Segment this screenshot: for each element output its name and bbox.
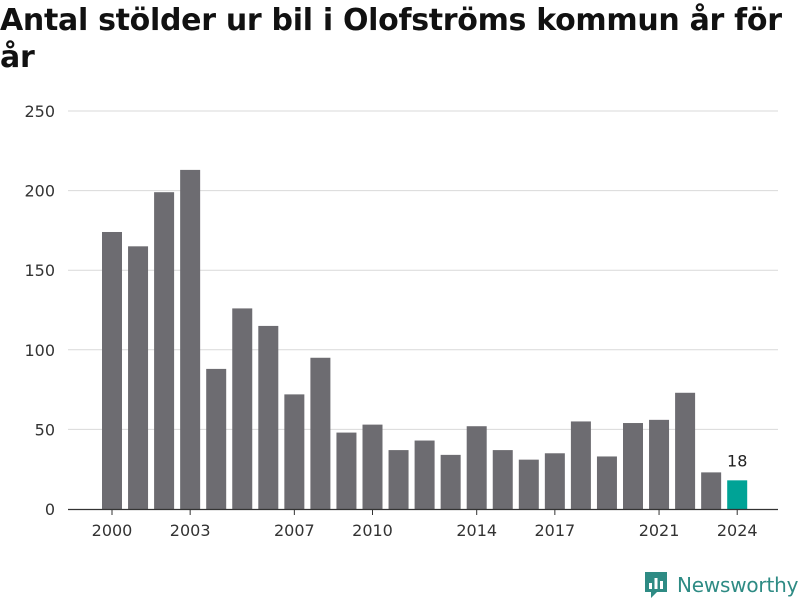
bars: [102, 169, 748, 510]
x-tick-label: 2021: [639, 521, 680, 540]
y-tick-label: 100: [24, 341, 55, 360]
bar-2012: [414, 440, 435, 509]
bar-2015: [492, 450, 513, 509]
x-tick-label: 2024: [717, 521, 758, 540]
data-label-2024: 18: [727, 451, 747, 470]
bar-2013: [440, 454, 461, 509]
bar-2014: [466, 426, 487, 509]
bar-2001: [128, 246, 149, 509]
bar-2002: [154, 192, 175, 509]
bar-2008: [310, 357, 331, 509]
bar-2006: [258, 325, 279, 509]
chart-title: Antal stölder ur bil i Olofströms kommun…: [0, 3, 782, 75]
x-tick-label: 2003: [170, 521, 211, 540]
data-labels: 18: [727, 451, 747, 470]
bar-2019: [596, 456, 617, 509]
x-tick-label: 2010: [352, 521, 393, 540]
bar-2024: [727, 480, 748, 509]
brand-footer: Newsworthy: [644, 569, 798, 601]
bar-2021: [649, 419, 670, 509]
newsworthy-logo-icon: [645, 572, 667, 598]
bar-2022: [675, 392, 696, 509]
grid-lines: [68, 110, 778, 430]
bar-2009: [336, 432, 357, 509]
bar-2004: [206, 368, 227, 509]
y-tick-label: 250: [24, 102, 55, 121]
y-tick-label: 0: [45, 500, 55, 519]
x-tick-label: 2007: [274, 521, 315, 540]
y-axis-tick-labels: 0 50 100 150 200 250: [24, 102, 55, 519]
bar-2000: [102, 231, 122, 510]
x-tick-label: 2000: [92, 521, 133, 540]
y-tick-label: 50: [35, 420, 55, 439]
bar-2005: [232, 308, 253, 509]
bar-2016: [518, 459, 539, 509]
y-tick-label: 200: [24, 182, 55, 201]
x-tick-label: 2017: [534, 521, 575, 540]
bar-2023: [701, 472, 722, 509]
bar-2020: [623, 423, 643, 509]
bar-2010: [362, 424, 383, 509]
bar-chart: 0 50 100 150 200 250 2000 2003 2007 2010 2014 2017…: [24, 102, 778, 540]
bar-2018: [570, 421, 591, 509]
x-tick-label: 2014: [456, 521, 497, 540]
bar-2003: [180, 169, 201, 509]
y-tick-label: 150: [24, 261, 55, 280]
x-axis: 2000 2003 2007 2010 2014 2017 2021 2024: [68, 508, 778, 540]
bar-2011: [388, 450, 409, 509]
bar-2007: [284, 394, 305, 509]
bar-2017: [544, 453, 565, 509]
brand-name: Newsworthy: [677, 573, 799, 597]
